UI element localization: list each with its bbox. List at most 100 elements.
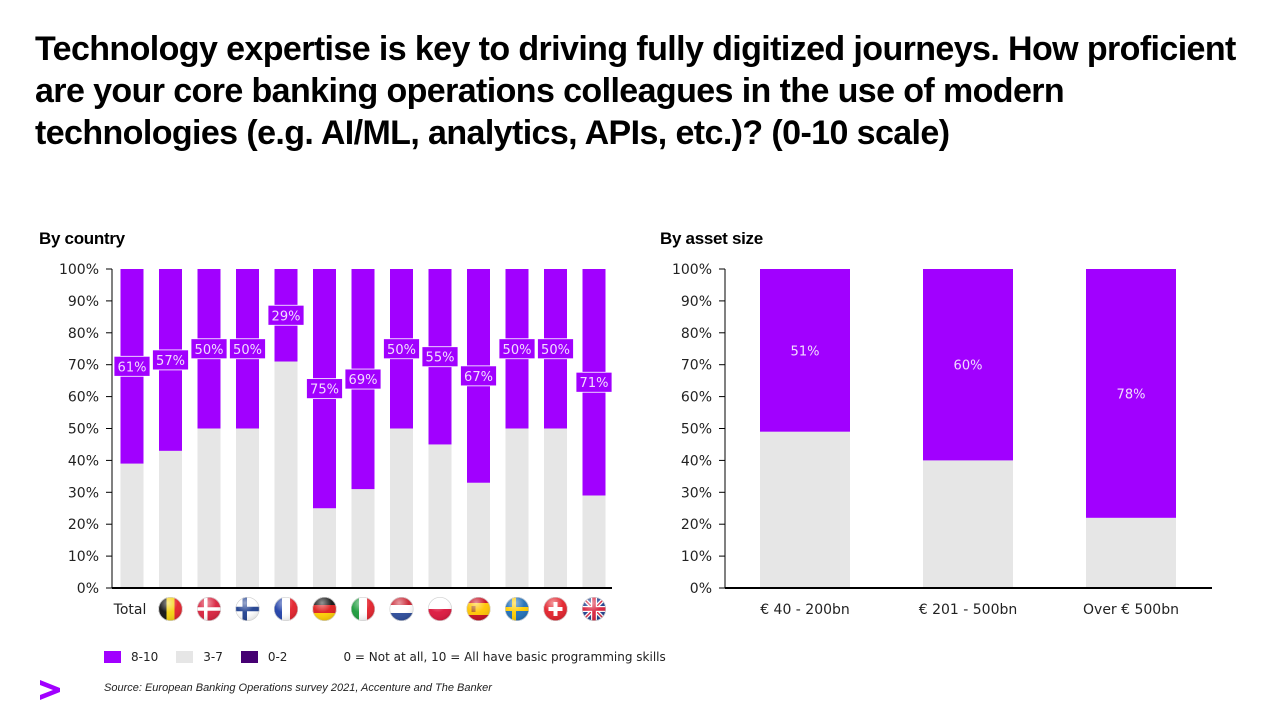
data-label: 61% (118, 360, 147, 375)
bar-segment-3-7 (197, 428, 221, 588)
data-label: 50% (233, 343, 262, 358)
bar-asset-2: 78% (1086, 269, 1176, 588)
bar-segment-3-7 (236, 428, 259, 588)
data-label: 75% (310, 383, 339, 398)
data-label-box (498, 338, 536, 360)
y-tick-label: 100% (672, 262, 712, 278)
bar-segment-3-7 (390, 428, 413, 588)
bar-segment-3-7 (544, 428, 567, 588)
bar-asset-1: 60% (923, 269, 1013, 588)
y-tick-label: 40% (68, 453, 99, 469)
data-label: 51% (791, 344, 820, 359)
data-label: 55% (426, 351, 455, 366)
data-label: 57% (156, 354, 185, 369)
flag-dk-icon (197, 597, 221, 621)
data-label-box (537, 338, 574, 360)
bar-denmark: 50% (190, 269, 228, 588)
data-label: 29% (272, 309, 301, 324)
country-chart-title: By country (39, 229, 125, 248)
data-label: 50% (503, 343, 532, 358)
data-label: 78% (1117, 387, 1146, 402)
bar-segment-3-7 (1086, 517, 1176, 588)
category-label: € 201 - 500bn (919, 602, 1018, 618)
bar-belgium: 57% (152, 269, 189, 588)
data-label: 71% (580, 376, 609, 391)
y-tick-label: 60% (681, 390, 712, 406)
y-tick-label: 30% (681, 485, 712, 501)
slide-title: Technology expertise is key to driving f… (35, 30, 1236, 152)
y-tick-label: 60% (68, 390, 99, 406)
data-label: 50% (387, 343, 416, 358)
y-tick-label: 50% (68, 422, 99, 438)
y-tick-label: 30% (68, 485, 99, 501)
bar-segment-3-7 (120, 463, 144, 588)
bar-segment-8-10 (1086, 269, 1176, 518)
category-label: € 40 - 200bn (760, 602, 850, 618)
data-label: 67% (464, 370, 493, 385)
flag-de-icon (312, 597, 337, 621)
data-label: 69% (349, 373, 378, 388)
legend-swatch-8-10 (104, 651, 121, 663)
legend-item-8-10: 8-10 (104, 650, 158, 664)
data-label-box (190, 338, 228, 360)
y-tick-label: 10% (681, 549, 712, 565)
bar-switzerland: 50% (537, 269, 574, 588)
legend-label: 0-2 (267, 650, 288, 664)
bar-spain: 67% (460, 269, 497, 588)
bar-segment-3-7 (467, 482, 490, 588)
category-label: Over € 500bn (1083, 602, 1179, 618)
bar-segment-3-7 (505, 428, 529, 588)
bar-poland: 55% (421, 269, 459, 588)
data-label-box (383, 338, 420, 360)
legend-item-3-7: 3-7 (176, 650, 223, 664)
bar-italy: 69% (344, 269, 382, 588)
bar-asset-0: 51% (760, 269, 850, 588)
y-tick-label: 70% (68, 358, 99, 374)
data-label-box (575, 371, 613, 393)
bar-segment-3-7 (351, 489, 375, 588)
bar-united-kingdom: 71% (575, 269, 613, 588)
data-label-box (344, 368, 382, 390)
data-label: 50% (541, 343, 570, 358)
data-label-box (267, 304, 305, 326)
flag-be-icon (158, 597, 183, 621)
y-tick-label: 80% (681, 326, 712, 342)
flag-fi-icon (235, 597, 260, 621)
data-label-box (229, 338, 266, 360)
data-label: 50% (195, 343, 224, 358)
bar-segment-3-7 (159, 450, 182, 588)
data-label: 60% (954, 359, 983, 374)
asset-size-chart: 0% 10% 20% 30% 40% 50% 60% 70% 80% 90% 100% 51% € 40… (672, 262, 1212, 618)
legend-item-0-2: 0-2 (240, 650, 288, 664)
bar-segment-3-7 (313, 508, 336, 588)
y-tick-label: 90% (681, 294, 712, 310)
y-tick-label: 10% (68, 549, 99, 565)
bar-segment-8-10 (760, 269, 850, 432)
flag-nl-icon (389, 597, 414, 621)
legend-swatch-3-7 (176, 651, 194, 663)
country-chart: 0% 10% 20% 30% 40% 50% 60% 70% 80% 90% 100% 61% Tota… (59, 262, 613, 621)
y-tick-label: 90% (68, 294, 99, 310)
data-label-box (460, 365, 497, 387)
bar-segment-3-7 (582, 495, 606, 588)
asset-chart-title: By asset size (660, 229, 763, 248)
flag-ch-icon (543, 597, 568, 621)
scale-note: 0 = Not at all, 10 = All have basic prog… (343, 650, 666, 664)
y-tick-label: 40% (681, 453, 712, 469)
y-tick-label: 20% (681, 517, 712, 533)
legend-label: 3-7 (203, 650, 223, 664)
y-tick-label: 50% (681, 422, 712, 438)
y-tick-label: 20% (68, 517, 99, 533)
source-note: Source: European Banking Operations surv… (104, 682, 492, 694)
y-tick-label: 0% (690, 581, 712, 597)
legend-swatch-0-2 (240, 651, 258, 663)
data-label-box (421, 346, 459, 368)
bar-segment-3-7 (428, 444, 452, 588)
data-label-box (152, 349, 189, 371)
legend-label: 8-10 (131, 650, 159, 664)
accenture-greater-than-icon (40, 680, 60, 700)
y-tick-label: 70% (681, 358, 712, 374)
bar-france: 29% (267, 269, 305, 588)
bar-finland: 50% (229, 269, 266, 588)
